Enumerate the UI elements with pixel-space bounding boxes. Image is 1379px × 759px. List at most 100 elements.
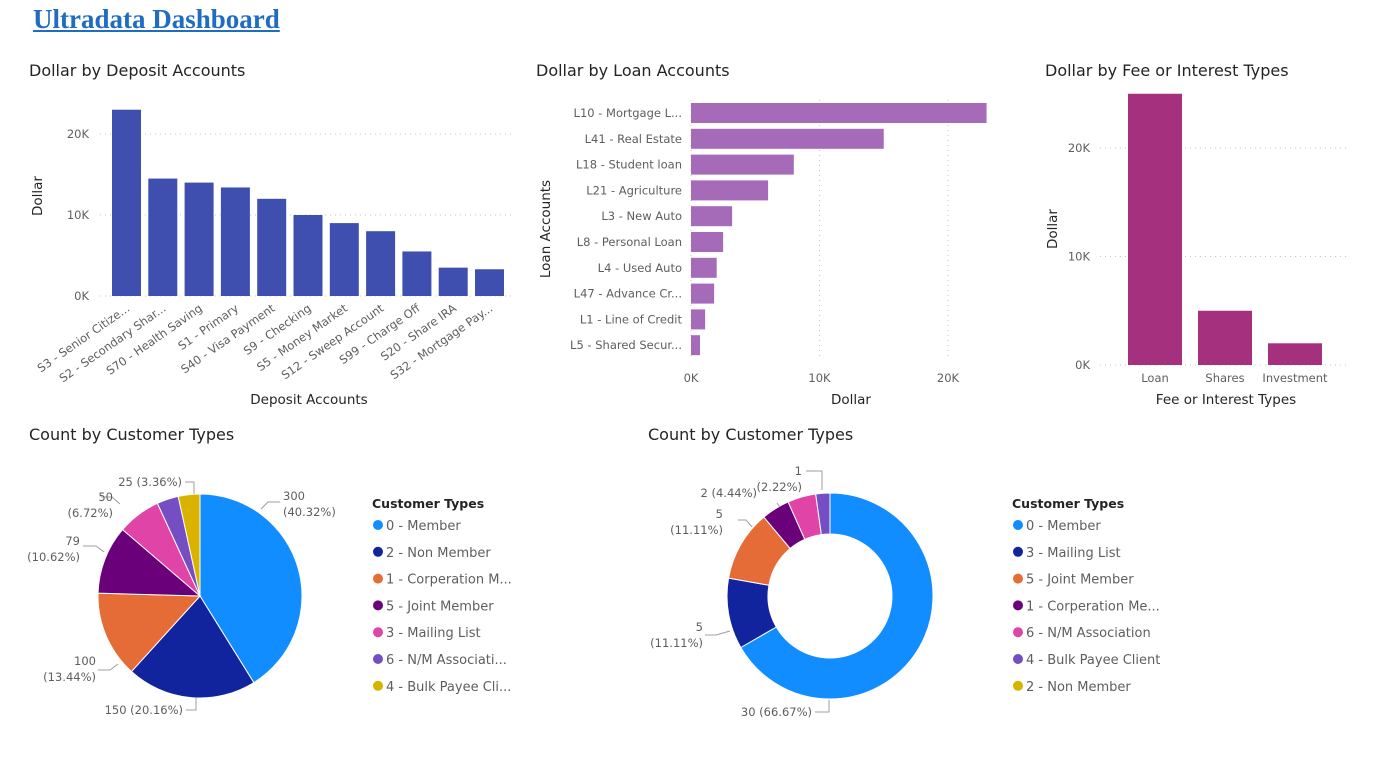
y-tick-label: 20K <box>67 127 90 141</box>
bar[interactable] <box>691 103 987 123</box>
pie-slice[interactable] <box>177 493 201 597</box>
y-tick-label: L4 - Used Auto <box>598 261 682 275</box>
y-tick-label: L10 - Mortgage L... <box>574 106 682 120</box>
bar[interactable] <box>691 309 706 330</box>
y-tick-label: L18 - Student loan <box>576 158 682 172</box>
legend-marker[interactable] <box>373 520 383 530</box>
data-label: (6.72%) <box>67 506 113 520</box>
data-label: (2.22%) <box>756 480 802 494</box>
legend-item[interactable]: 2 - Non Member <box>386 546 491 561</box>
x-tick-label: 0K <box>684 371 699 385</box>
leader-line <box>815 700 830 713</box>
leader-line <box>806 470 823 490</box>
x-tick-label: 10K <box>808 371 831 385</box>
pie-slice[interactable] <box>815 492 831 536</box>
y-tick-label: 10K <box>67 208 90 222</box>
legend-marker[interactable] <box>1013 546 1023 557</box>
legend-item[interactable]: 1 - Corperation M... <box>386 573 512 588</box>
pie-slice[interactable] <box>740 492 934 700</box>
bar[interactable] <box>438 267 468 296</box>
bar[interactable] <box>691 283 715 304</box>
pie-slice[interactable] <box>199 493 303 684</box>
legend-marker[interactable] <box>1013 680 1023 691</box>
bar[interactable] <box>1128 93 1182 365</box>
legend-item[interactable]: 2 - Non Member <box>1026 680 1131 695</box>
data-label: 150 (20.16%) <box>105 703 183 717</box>
y-tick-label: 0K <box>74 289 89 303</box>
x-tick-label: Loan <box>1141 371 1169 385</box>
data-label: (10.62%) <box>27 550 80 564</box>
data-label: (13.44%) <box>43 670 96 684</box>
legend-marker[interactable] <box>373 600 383 611</box>
bar[interactable] <box>691 154 794 175</box>
bar[interactable] <box>691 232 724 252</box>
bar[interactable] <box>112 109 141 296</box>
data-label: 30 (66.67%) <box>741 705 812 719</box>
legend-marker[interactable] <box>1013 600 1023 611</box>
y-tick-label: 10K <box>1068 250 1091 264</box>
leader-line <box>98 663 119 671</box>
y-tick-label: L3 - New Auto <box>601 209 682 223</box>
leader-line <box>83 545 105 553</box>
y-tick-label: L41 - Real Estate <box>585 132 682 146</box>
legend-item[interactable]: 6 - N/M Associati... <box>386 653 507 668</box>
bar[interactable] <box>691 206 733 227</box>
pie-slice[interactable] <box>97 592 202 673</box>
leader-line <box>260 501 280 510</box>
chart-title: Dollar by Loan Accounts <box>536 61 730 80</box>
legend-item[interactable]: 4 - Bulk Payee Client <box>1026 653 1160 668</box>
legend-item[interactable]: 1 - Corperation Me... <box>1026 599 1160 614</box>
y-axis-title: Dollar <box>30 176 46 216</box>
bar[interactable] <box>220 187 250 296</box>
leader-line <box>185 481 195 494</box>
bar[interactable] <box>184 182 214 296</box>
legend-item[interactable]: 0 - Member <box>386 519 461 534</box>
leader-line <box>186 698 197 711</box>
bar[interactable] <box>402 251 432 296</box>
legend-marker[interactable] <box>373 573 383 584</box>
x-tick-label: Investment <box>1262 371 1328 385</box>
legend-item[interactable]: 3 - Mailing List <box>386 626 481 641</box>
x-axis-title: Dollar <box>831 392 871 408</box>
bar[interactable] <box>329 223 359 296</box>
legend-marker[interactable] <box>373 627 383 638</box>
legend-marker[interactable] <box>373 680 383 691</box>
legend-marker[interactable] <box>1013 627 1023 638</box>
bar[interactable] <box>257 198 287 296</box>
data-label: 25 (3.36%) <box>118 475 182 489</box>
leader-line <box>776 502 781 508</box>
bar[interactable] <box>691 335 700 356</box>
y-tick-label: L1 - Line of Credit <box>580 312 683 326</box>
legend-marker[interactable] <box>373 654 383 664</box>
data-label: 100 <box>74 654 96 668</box>
legend-item[interactable]: 6 - N/M Association <box>1026 626 1151 641</box>
legend-marker[interactable] <box>1013 520 1023 530</box>
data-label: 1 <box>795 464 802 478</box>
bar[interactable] <box>366 231 396 296</box>
bar[interactable] <box>1268 343 1322 365</box>
pie-slice[interactable] <box>97 528 202 597</box>
x-tick-label: 20K <box>937 371 960 385</box>
bar[interactable] <box>1198 310 1252 365</box>
legend-item[interactable]: 0 - Member <box>1026 519 1101 534</box>
bar[interactable] <box>691 128 884 149</box>
chart-title: Dollar by Deposit Accounts <box>29 61 245 80</box>
data-label: 2 (4.44%) <box>701 486 757 500</box>
y-tick-label: L47 - Advance Cr... <box>574 287 682 301</box>
bar[interactable] <box>691 180 769 201</box>
legend-item[interactable]: 5 - Joint Member <box>1026 573 1134 588</box>
legend-item[interactable]: 3 - Mailing List <box>1026 546 1121 561</box>
legend-item[interactable]: 5 - Joint Member <box>386 599 494 614</box>
legend-marker[interactable] <box>1013 573 1023 584</box>
bar[interactable] <box>691 257 717 278</box>
leader-line <box>705 630 731 636</box>
legend-marker[interactable] <box>373 546 383 557</box>
bar[interactable] <box>475 269 504 296</box>
data-label: 50 <box>98 490 113 504</box>
y-tick-label: L5 - Shared Secur... <box>570 338 682 352</box>
bar[interactable] <box>293 215 323 296</box>
bar[interactable] <box>148 178 178 296</box>
legend-item[interactable]: 4 - Bulk Payee Cli... <box>386 680 511 695</box>
legend-marker[interactable] <box>1013 654 1023 664</box>
pie-slice[interactable] <box>130 595 255 699</box>
